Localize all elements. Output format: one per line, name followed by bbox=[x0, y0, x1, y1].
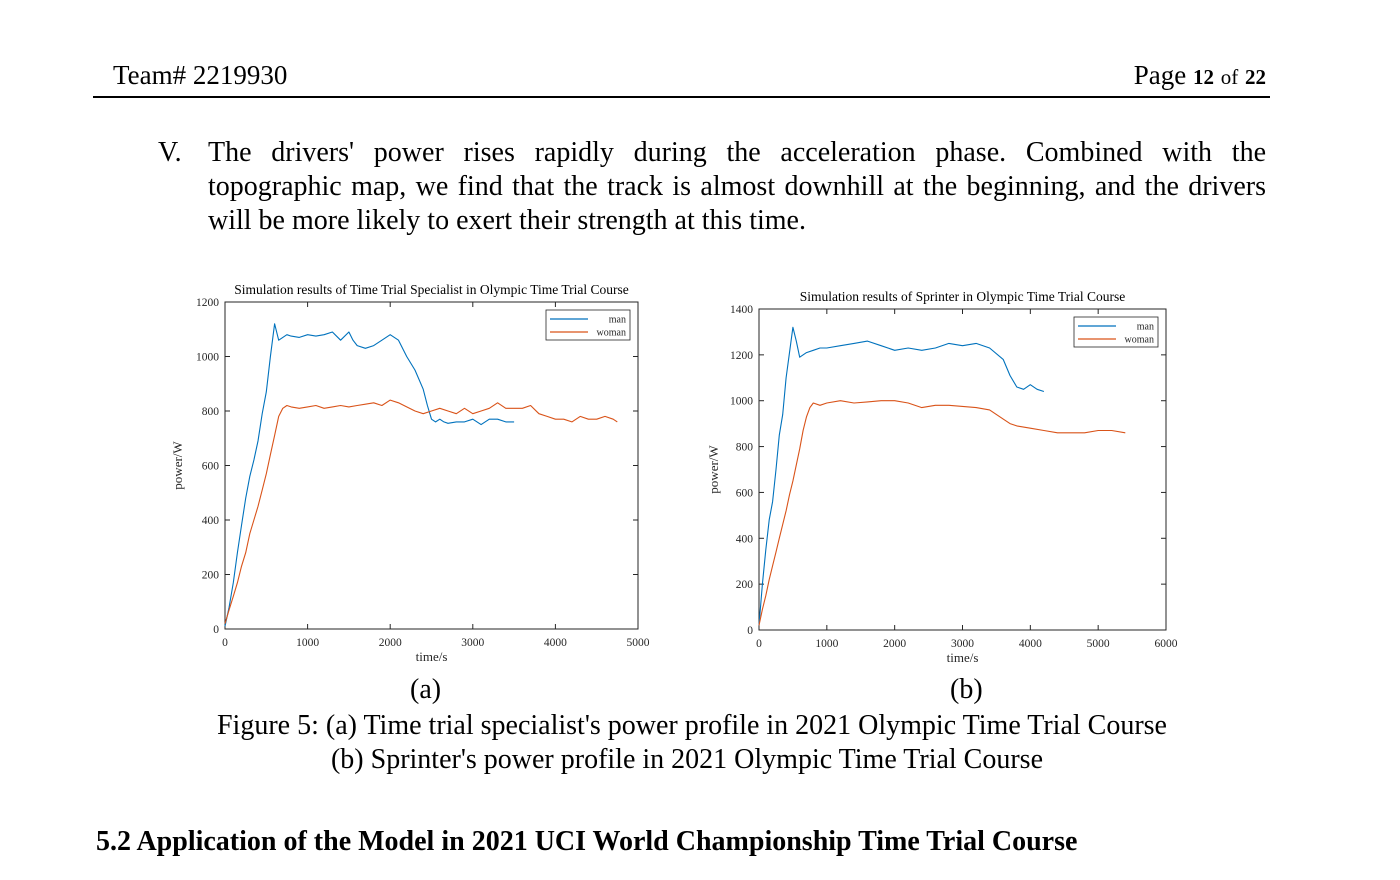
legend-label-woman: woman bbox=[597, 328, 626, 339]
chart-b: Simulation results of Sprinter in Olympi… bbox=[696, 284, 1196, 670]
y-tick-label: 800 bbox=[202, 406, 220, 418]
x-tick-label: 2000 bbox=[379, 637, 402, 649]
y-tick-label: 1000 bbox=[196, 352, 219, 364]
chart-title: Simulation results of Time Trial Special… bbox=[234, 282, 629, 297]
legend-label-woman: woman bbox=[1125, 335, 1154, 346]
x-tick-label: 3000 bbox=[951, 638, 974, 650]
y-tick-label: 1400 bbox=[730, 304, 753, 316]
list-item-text: The drivers' power rises rapidly during … bbox=[208, 136, 1266, 238]
x-tick-label: 0 bbox=[222, 637, 228, 649]
y-tick-label: 200 bbox=[736, 579, 754, 591]
plot-area bbox=[759, 309, 1166, 630]
y-tick-label: 400 bbox=[202, 515, 220, 527]
list-numeral: V. bbox=[158, 136, 182, 170]
page-indicator: Page 12 of 22 bbox=[1134, 60, 1266, 91]
y-tick-label: 1200 bbox=[730, 350, 753, 362]
legend-label-man: man bbox=[609, 315, 626, 326]
page-word: Page bbox=[1134, 60, 1186, 90]
y-tick-label: 800 bbox=[736, 442, 754, 454]
chart-a: Simulation results of Time Trial Special… bbox=[160, 278, 680, 670]
subfigure-label-a: (a) bbox=[410, 674, 441, 706]
chart-svg: Simulation results of Sprinter in Olympi… bbox=[696, 284, 1196, 670]
y-axis-label: power/W bbox=[706, 445, 721, 494]
y-tick-label: 1000 bbox=[730, 396, 753, 408]
team-number: Team# 2219930 bbox=[113, 60, 287, 91]
section-heading: 5.2 Application of the Model in 2021 UCI… bbox=[96, 826, 1077, 858]
legend-label-man: man bbox=[1137, 322, 1154, 333]
of-word: of bbox=[1221, 65, 1239, 89]
x-tick-label: 4000 bbox=[544, 637, 567, 649]
figure-caption-line1: Figure 5: (a) Time trial specialist's po… bbox=[0, 710, 1392, 742]
x-tick-label: 6000 bbox=[1155, 638, 1178, 650]
x-tick-label: 3000 bbox=[461, 637, 484, 649]
y-tick-label: 600 bbox=[202, 461, 220, 473]
y-tick-label: 200 bbox=[202, 570, 220, 582]
y-tick-label: 0 bbox=[213, 624, 219, 636]
x-axis-label: time/s bbox=[416, 649, 448, 664]
y-tick-label: 600 bbox=[736, 487, 754, 499]
page-total: 22 bbox=[1245, 65, 1266, 89]
x-axis-label: time/s bbox=[947, 650, 979, 665]
x-tick-label: 0 bbox=[756, 638, 762, 650]
y-tick-label: 1200 bbox=[196, 297, 219, 309]
y-tick-label: 0 bbox=[747, 625, 753, 637]
page-number: 12 bbox=[1193, 65, 1214, 89]
plot-area bbox=[225, 302, 638, 629]
subfigure-label-b: (b) bbox=[950, 674, 983, 706]
x-tick-label: 5000 bbox=[1087, 638, 1110, 650]
y-tick-label: 400 bbox=[736, 533, 754, 545]
figure-caption-line2: (b) Sprinter's power profile in 2021 Oly… bbox=[0, 744, 1387, 776]
x-tick-label: 4000 bbox=[1019, 638, 1042, 650]
x-tick-label: 5000 bbox=[627, 637, 650, 649]
x-tick-label: 2000 bbox=[883, 638, 906, 650]
chart-svg: Simulation results of Time Trial Special… bbox=[160, 278, 680, 670]
x-tick-label: 1000 bbox=[296, 637, 319, 649]
y-axis-label: power/W bbox=[170, 441, 185, 490]
chart-title: Simulation results of Sprinter in Olympi… bbox=[800, 289, 1126, 304]
x-tick-label: 1000 bbox=[815, 638, 838, 650]
page-header: Team# 2219930 Page 12 of 22 bbox=[93, 58, 1270, 98]
